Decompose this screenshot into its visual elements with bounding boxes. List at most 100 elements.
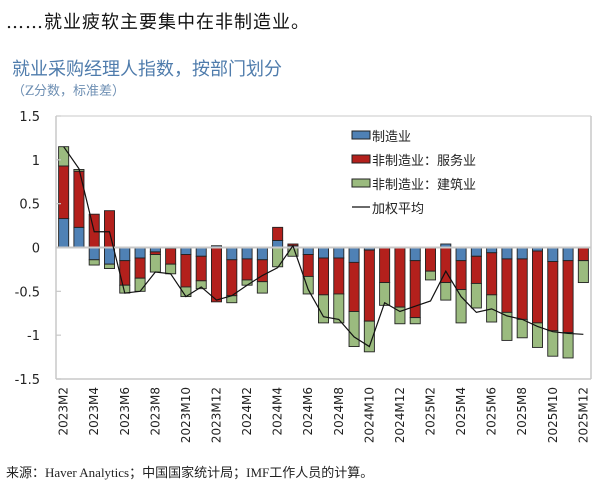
bar-services (532, 250, 543, 324)
bar-construction (532, 322, 543, 348)
x-tick-label: 2023M2 (57, 387, 71, 436)
bar-construction (88, 259, 100, 266)
chart-subtitle: （Z分数，标准差） (12, 84, 126, 99)
bar-manufacturing (241, 247, 253, 260)
bar-manufacturing (226, 247, 238, 261)
legend-label-line: 加权平均 (372, 201, 424, 217)
bar-construction (562, 332, 574, 359)
x-tick-label: 2025M2 (424, 387, 438, 436)
bar-services (516, 258, 528, 320)
bar-services (486, 252, 498, 296)
source-note: 来源：Haver Analytics；中国国家统计局；IMF工作人员的计算。 (6, 465, 374, 480)
x-tick-label: 2023M12 (210, 387, 224, 443)
bar-services (348, 261, 360, 312)
bar-services (333, 257, 345, 295)
bar-manufacturing (348, 247, 360, 263)
x-tick-label: 2023M6 (118, 387, 132, 436)
bar-construction (455, 289, 467, 324)
bar-construction (577, 260, 589, 284)
chart-title: 就业采购经理人指数，按部门划分 (12, 59, 282, 80)
x-tick-label: 2024M8 (332, 387, 346, 436)
bar-services (409, 260, 421, 319)
bar-construction (440, 282, 452, 301)
bar-services (562, 260, 574, 333)
bar-services (104, 210, 115, 248)
x-tick-label: 2025M8 (515, 387, 529, 436)
bar-services (272, 226, 284, 241)
y-tick-label: 1 (32, 154, 40, 169)
bar-manufacturing (272, 240, 284, 248)
bars-layer (58, 146, 589, 359)
bar-construction (302, 275, 314, 295)
x-tick-label: 2023M10 (179, 387, 193, 443)
bar-construction (425, 270, 436, 281)
bar-construction (104, 263, 115, 269)
bar-services (547, 261, 559, 332)
bar-services (241, 258, 253, 281)
bar-services (165, 247, 177, 265)
bar-services (379, 247, 391, 284)
bar-manufacturing (256, 247, 268, 261)
y-tick-label: -1.5 (15, 373, 40, 388)
bar-services (501, 258, 513, 313)
axes-layer: 1.5 1 0.5 0 -0.5 -1 -1.5 2023M2 2023M4 2023M6 2023… (15, 110, 592, 443)
bar-construction (195, 280, 207, 290)
bar-manufacturing (470, 247, 482, 257)
bar-manufacturing (318, 247, 329, 259)
bar-manufacturing (58, 218, 70, 248)
legend-label-manufacturing: 制造业 (372, 130, 411, 145)
bar-services (394, 247, 406, 308)
bar-construction (394, 306, 406, 325)
y-tick-label: 0.5 (19, 198, 40, 213)
y-tick-label: -1 (27, 329, 40, 344)
bar-construction (333, 293, 345, 324)
bar-manufacturing (501, 247, 513, 260)
bar-manufacturing (302, 247, 314, 255)
y-tick-label: -0.5 (15, 285, 40, 300)
legend-label-construction: 非制造业：建筑业 (372, 177, 476, 193)
bar-manufacturing (333, 247, 345, 259)
bar-manufacturing (119, 247, 131, 262)
x-tick-label: 2025M4 (454, 387, 468, 436)
y-tick-label: 1.5 (19, 110, 40, 125)
bar-construction (516, 318, 528, 339)
bar-services (577, 247, 589, 262)
bar-construction (318, 294, 329, 324)
bar-services (425, 247, 436, 272)
bar-manufacturing (455, 247, 467, 262)
bar-manufacturing (409, 247, 421, 262)
x-tick-label: 2024M10 (362, 387, 376, 443)
legend-swatch-construction (351, 178, 371, 188)
x-tick-label: 2025M6 (485, 387, 499, 436)
bar-services (119, 260, 131, 286)
x-tick-label: 2024M12 (393, 387, 407, 443)
bar-construction (272, 247, 284, 268)
bar-construction (149, 254, 161, 273)
bar-manufacturing (195, 247, 207, 257)
bar-manufacturing (88, 247, 100, 261)
bar-construction (134, 277, 146, 292)
bar-construction (58, 146, 70, 167)
bar-services (58, 165, 70, 220)
bar-services (302, 254, 314, 277)
bar-construction (470, 282, 482, 309)
bar-construction (165, 263, 177, 275)
bar-construction (501, 311, 513, 341)
bar-manufacturing (104, 247, 115, 265)
bar-services (470, 255, 482, 284)
legend-swatch-manufacturing (351, 130, 371, 140)
line-layer (63, 146, 584, 348)
bar-services (455, 260, 467, 291)
y-tick-label: 0 (32, 242, 40, 257)
legend-label-services: 非制造业：服务业 (372, 153, 476, 169)
x-tick-label: 2025M10 (546, 387, 560, 443)
bar-manufacturing (562, 247, 574, 262)
bar-manufacturing (180, 247, 192, 255)
bar-construction (547, 330, 559, 357)
bar-construction (256, 281, 268, 294)
bar-services (363, 249, 375, 322)
bar-construction (363, 320, 375, 353)
bar-services (211, 247, 222, 303)
